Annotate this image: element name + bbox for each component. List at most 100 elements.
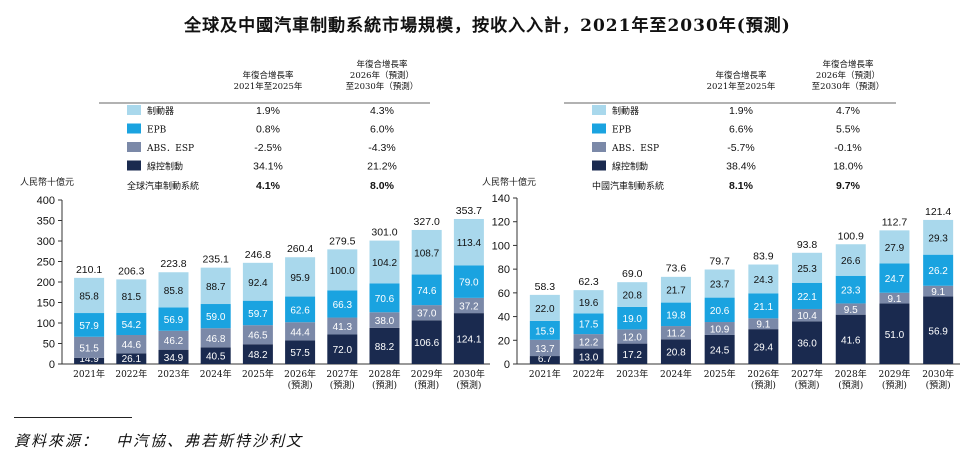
total-label: 260.4 — [287, 243, 313, 255]
bar-segment-steer — [704, 334, 735, 364]
bar-segment-brake — [327, 249, 358, 291]
y-tick-label: 140 — [492, 193, 510, 205]
cagr-header: 2026年（預測） — [350, 70, 414, 81]
x-tick-label: (預測) — [751, 379, 776, 391]
x-tick-label: 2022年 — [115, 368, 147, 380]
bar-segment-brake — [529, 294, 560, 321]
bar-segment-abs — [879, 292, 910, 304]
data-label-abs: 38.0 — [375, 316, 395, 327]
x-tick-label: 2023年 — [616, 368, 648, 380]
total-label: 58.3 — [535, 281, 556, 293]
data-label-steer: 24.5 — [710, 345, 730, 356]
x-tick-label: 2028年 — [369, 368, 401, 380]
legend-label: ABS．ESP — [611, 144, 659, 154]
bar-segment-epb — [200, 304, 231, 329]
legend-swatch-steer — [592, 160, 606, 171]
bar-segment-steer — [792, 321, 823, 364]
x-tick-label: 2025年 — [242, 368, 274, 380]
x-tick-label: (預測) — [456, 379, 481, 391]
bar-segment-epb — [879, 263, 910, 293]
cagr-total-2: 8.0% — [370, 180, 395, 192]
cagr-value-1: -2.5% — [254, 142, 281, 154]
data-label-brake: 85.8 — [79, 291, 99, 302]
bar-segment-epb — [453, 265, 484, 298]
data-label-abs: 46.5 — [248, 331, 268, 342]
cagr-value-1: 6.6% — [729, 124, 753, 136]
bar-segment-brake — [660, 276, 691, 303]
cagr-header: 2026年（預測） — [816, 70, 880, 81]
data-label-steer: 34.9 — [164, 353, 184, 364]
x-tick-label: 2023年 — [158, 368, 190, 380]
data-label-abs: 9.1 — [887, 294, 901, 305]
bar-segment-epb — [158, 307, 189, 331]
data-label-steer: 88.2 — [375, 342, 395, 353]
y-tick-label: 100 — [37, 318, 55, 330]
cagr-header: 年復合增長率 — [356, 59, 408, 70]
data-label-epb: 22.1 — [797, 292, 817, 303]
bar-segment-steer — [369, 327, 400, 364]
legend-label: 線控制動 — [147, 161, 183, 173]
y-tick-label: 80 — [498, 264, 510, 276]
bar-segment-steer — [835, 314, 866, 364]
bar-segment-abs — [411, 305, 442, 321]
x-tick-label: 2021年 — [529, 368, 561, 380]
page-title: 全球及中國汽車制動系統市場規模，按收入入計，2021年至2030年(預測) — [184, 16, 791, 36]
bar-segment-brake — [74, 277, 105, 314]
bar-segment-brake — [453, 218, 484, 266]
data-label-brake: 113.4 — [457, 238, 482, 249]
bar-segment-epb — [116, 312, 147, 336]
data-label-abs: 46.8 — [206, 334, 226, 345]
cagr-header: 年復合增長率 — [715, 70, 767, 81]
legend-swatch-steer — [127, 160, 141, 171]
x-tick-label: 2022年 — [573, 368, 605, 380]
data-label-abs: 12.2 — [579, 337, 599, 348]
bar-segment-brake — [200, 267, 231, 305]
data-label-abs: 44.4 — [290, 327, 310, 338]
cagr-header: 年復合增長率 — [242, 70, 294, 81]
cagr-value-2: 5.5% — [836, 124, 860, 136]
bar-segment-abs — [242, 325, 273, 345]
data-label-epb: 23.3 — [841, 286, 861, 297]
data-label-abs: 44.6 — [122, 340, 142, 351]
data-label-abs: 12.0 — [623, 332, 643, 343]
bar-segment-brake — [879, 230, 910, 264]
cagr-header: 至2030年（預測） — [812, 81, 885, 92]
cagr-header: 2021年至2025年 — [234, 81, 303, 92]
bar-segment-steer — [453, 313, 484, 364]
bar-segment-abs — [573, 334, 604, 349]
bar-segment-brake — [285, 257, 316, 297]
x-tick-label: 2030年 — [922, 368, 954, 380]
legend-swatch-abs — [592, 142, 606, 152]
total-label: 353.7 — [456, 205, 482, 217]
data-label-brake: 20.8 — [623, 291, 643, 302]
total-label: 210.1 — [76, 264, 102, 276]
bar-segment-steer — [529, 356, 560, 364]
legend-swatch-epb — [127, 123, 141, 134]
data-label-brake: 95.9 — [290, 273, 310, 284]
bar-segment-abs — [660, 326, 691, 340]
x-tick-label: 2026年 — [747, 368, 779, 380]
bar-segment-epb — [285, 296, 316, 323]
y-tick-label: 60 — [498, 288, 510, 300]
bar-segment-steer — [327, 334, 358, 364]
data-label-abs: 11.2 — [667, 329, 686, 340]
data-label-epb: 20.6 — [710, 306, 730, 317]
legend-label: EPB — [612, 126, 632, 136]
total-label: 235.1 — [203, 254, 229, 266]
data-label-epb: 59.7 — [248, 309, 268, 320]
x-tick-label: (預測) — [414, 379, 439, 391]
x-tick-label: (預測) — [838, 379, 863, 391]
bar-segment-epb — [617, 306, 648, 330]
bar-segment-epb — [923, 254, 954, 286]
x-tick-label: 2028年 — [835, 368, 867, 380]
data-label-epb: 62.6 — [290, 305, 310, 316]
legend-label: ABS．ESP — [146, 144, 194, 154]
total-label: 100.9 — [838, 230, 864, 242]
legend-label: 制動器 — [147, 105, 174, 117]
bar-segment-epb — [327, 290, 358, 318]
cagr-value-2: 18.0% — [833, 161, 863, 173]
bar-segment-abs — [792, 308, 823, 322]
cagr-value-2: -4.3% — [368, 142, 395, 154]
x-tick-label: (預測) — [795, 379, 820, 391]
